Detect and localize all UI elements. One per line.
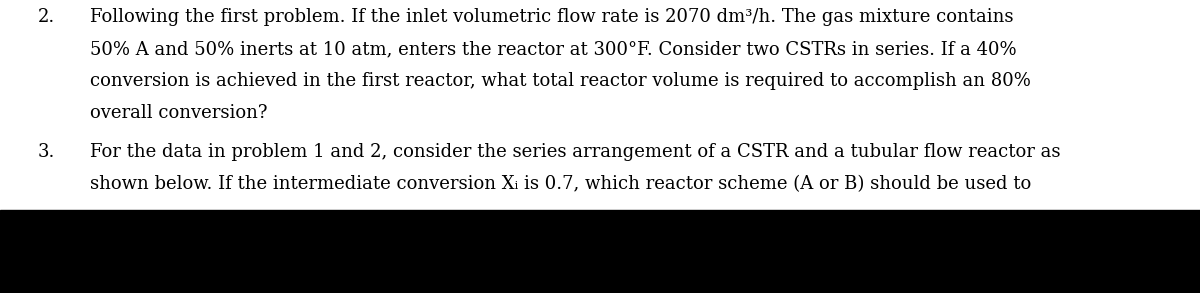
- Text: overall conversion?: overall conversion?: [90, 104, 268, 122]
- Text: 3.: 3.: [38, 143, 55, 161]
- Text: For the data in problem 1 and 2, consider the series arrangement of a CSTR and a: For the data in problem 1 and 2, conside…: [90, 143, 1061, 161]
- Text: Following the first problem. If the inlet volumetric flow rate is 2070 dm³/h. Th: Following the first problem. If the inle…: [90, 8, 1014, 26]
- Text: conversion is achieved in the first reactor, what total reactor volume is requir: conversion is achieved in the first reac…: [90, 72, 1031, 90]
- Text: shown below. If the intermediate conversion Xᵢ is 0.7, which reactor scheme (A o: shown below. If the intermediate convers…: [90, 175, 1031, 193]
- Bar: [0, 210, 1200, 293]
- Text: 2.: 2.: [38, 8, 55, 26]
- Text: 50% A and 50% inerts at 10 atm, enters the reactor at 300°F. Consider two CSTRs : 50% A and 50% inerts at 10 atm, enters t…: [90, 40, 1016, 58]
